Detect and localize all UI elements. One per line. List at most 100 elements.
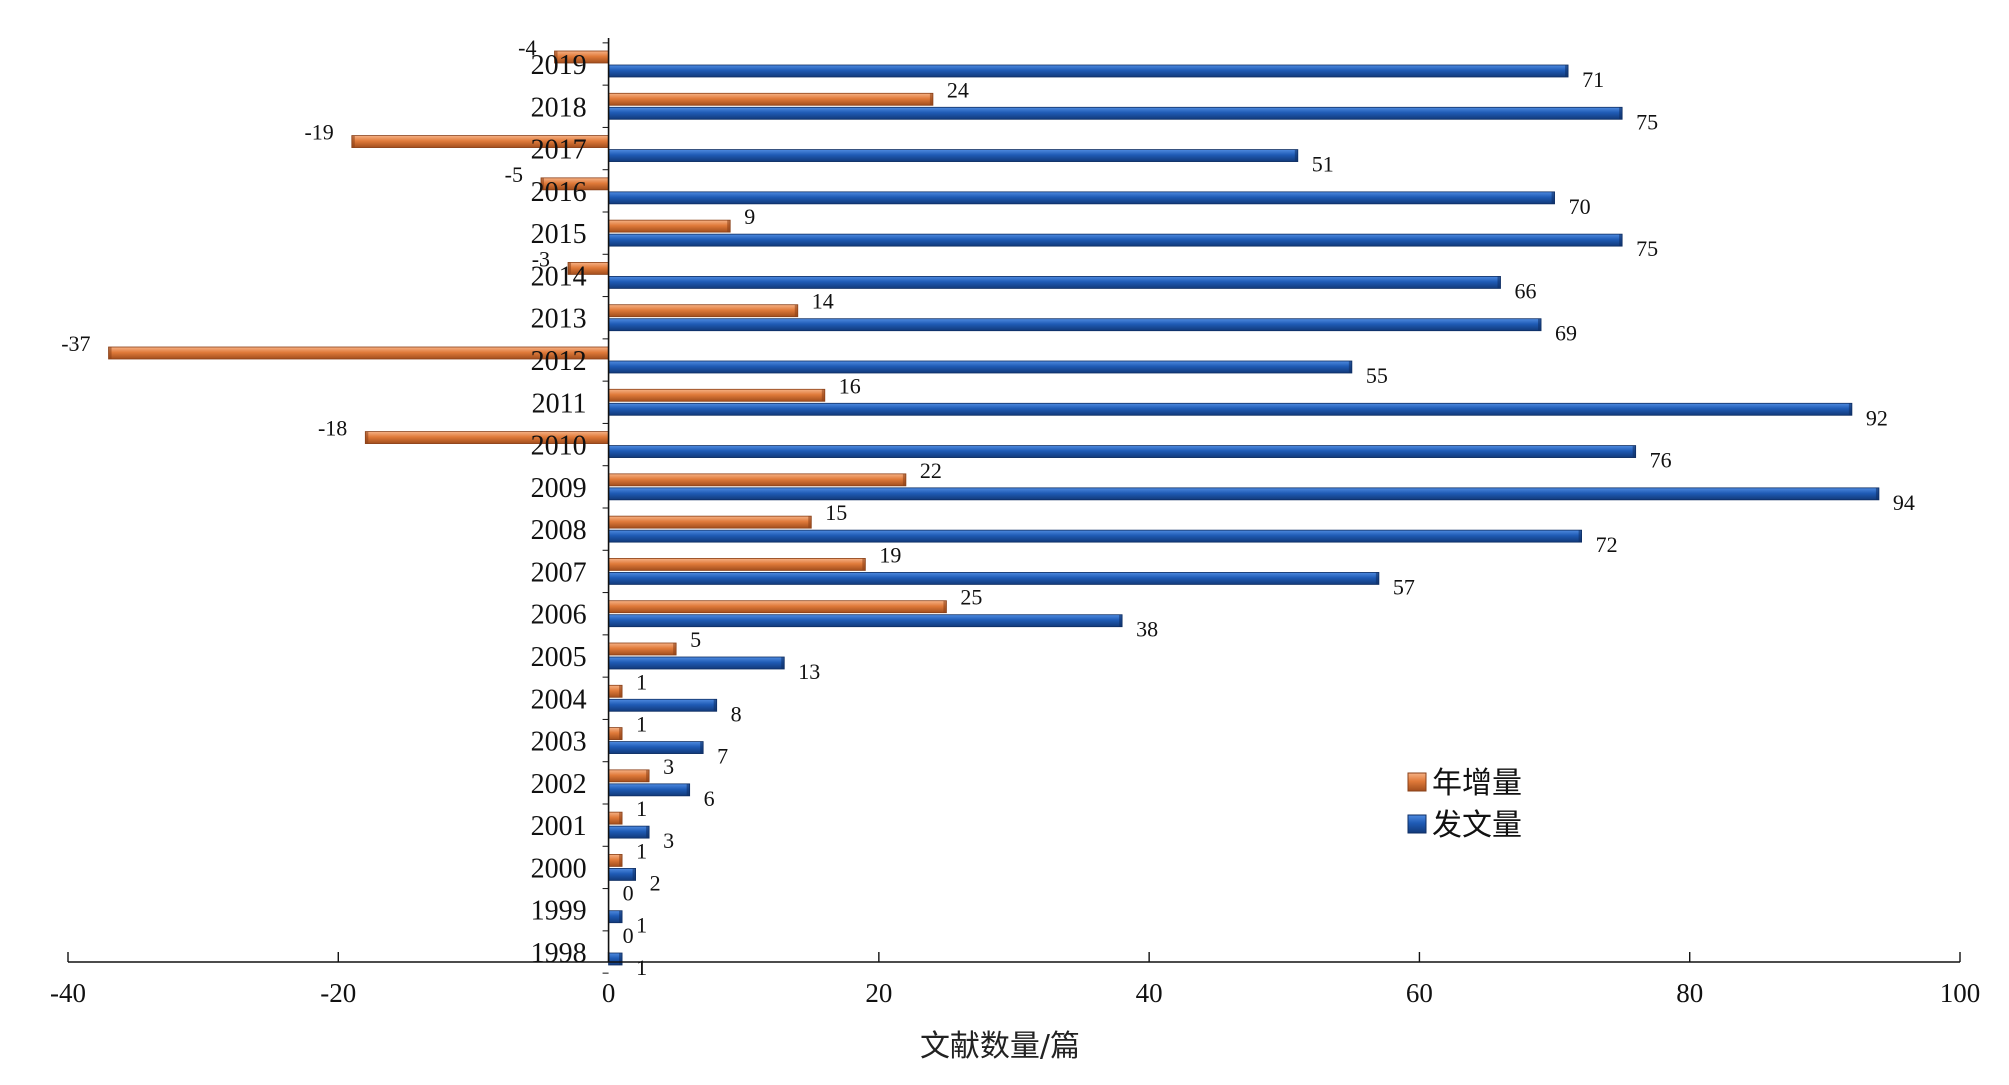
bar-cap-increase-2014	[568, 262, 572, 275]
data-label-count-2018: 75	[1636, 109, 1658, 134]
labels-layer: 2019-471201824752017-19512016-5702015975…	[61, 35, 1915, 980]
bar-count-2012	[608, 360, 1353, 374]
data-label-count-2009: 94	[1893, 490, 1915, 515]
x-tick-label-0: 0	[602, 978, 616, 1008]
y-tick-label-2001: 2001	[531, 811, 587, 842]
bar-cap-count-2010	[1632, 445, 1636, 458]
bar-cap-count-2015	[1619, 234, 1623, 247]
y-tick-label-2019: 2019	[531, 50, 587, 81]
bar-cap-increase-2002	[646, 769, 650, 782]
data-label-increase-2007: 19	[879, 542, 901, 567]
bar-count-2013	[608, 318, 1542, 332]
bar-cap-increase-2008	[808, 516, 812, 529]
bar-increase-2005	[608, 642, 677, 656]
y-tick-label-2006: 2006	[531, 600, 587, 631]
bar-count-2011	[608, 402, 1853, 416]
bar-count-2009	[608, 487, 1880, 501]
bar-count-2014	[608, 276, 1501, 289]
bar-cap-count-2014	[1497, 276, 1501, 289]
y-tick-label-2016: 2016	[531, 177, 587, 208]
bar-cap-count-2016	[1551, 191, 1555, 204]
bar-increase-2013	[608, 304, 799, 318]
y-tick-label-2005: 2005	[531, 642, 587, 673]
bar-cap-count-2002	[686, 783, 690, 796]
data-label-count-2017: 51	[1312, 152, 1334, 177]
bar-cap-count-2011	[1848, 403, 1852, 416]
y-tick-label-2000: 2000	[531, 853, 587, 884]
data-label-count-2005: 13	[798, 659, 820, 684]
bar-cap-count-2008	[1578, 530, 1582, 543]
data-label-count-2016: 70	[1569, 194, 1591, 219]
bar-cap-increase-2001	[619, 812, 623, 825]
bar-increase-2008	[608, 515, 812, 529]
bar-count-2015	[608, 233, 1623, 247]
data-label-increase-2019: -4	[518, 35, 536, 60]
axis-layer: -40 -20 0 20 40 60 80 100	[50, 38, 1980, 1008]
data-label-increase-2017: -19	[304, 120, 333, 145]
y-tick-label-2015: 2015	[531, 219, 587, 250]
bar-cap-count-2006	[1119, 614, 1123, 627]
y-tick-label-2010: 2010	[531, 431, 587, 462]
data-label-count-1998: 1	[636, 955, 647, 980]
data-label-count-2006: 38	[1136, 617, 1158, 642]
y-tick-label-2013: 2013	[531, 304, 587, 335]
y-tick-label-2003: 2003	[531, 727, 587, 758]
data-label-count-2019: 71	[1582, 67, 1604, 92]
y-tick-label-2011: 2011	[532, 388, 587, 419]
bar-count-2006	[608, 614, 1123, 628]
data-label-count-2014: 66	[1515, 278, 1537, 303]
legend-swatch-increase	[1407, 772, 1427, 792]
data-label-increase-2006: 25	[960, 585, 982, 610]
data-label-increase-2002: 3	[663, 754, 674, 779]
bar-count-2000	[608, 868, 636, 881]
y-tick-label-1999: 1999	[531, 896, 587, 927]
bar-cap-count-2009	[1875, 487, 1879, 500]
data-label-count-2010: 76	[1650, 448, 1672, 473]
data-label-count-1999: 1	[636, 913, 647, 938]
y-tick-label-2009: 2009	[531, 473, 587, 504]
bar-cap-increase-2011	[821, 389, 825, 402]
x-tick-label-60: 60	[1406, 978, 1433, 1008]
bar-cap-count-2001	[646, 826, 650, 839]
bar-count-2010	[608, 445, 1637, 458]
data-label-count-2004: 8	[731, 701, 742, 726]
bar-cap-increase-2019	[554, 51, 558, 63]
bar-increase-2015	[608, 219, 731, 233]
x-axis-title: 文献数量/篇	[920, 1029, 1080, 1064]
y-tick-label-2004: 2004	[531, 684, 587, 715]
bar-increase-2006	[608, 600, 947, 614]
bar-count-2018	[608, 106, 1623, 120]
data-label-count-2001: 3	[663, 828, 674, 853]
bars-layer	[108, 50, 1880, 966]
bar-count-2019	[608, 64, 1569, 78]
bar-cap-increase-2013	[794, 304, 798, 317]
data-label-increase-2008: 15	[825, 500, 847, 525]
data-label-count-2008: 72	[1596, 532, 1618, 557]
legend-label-count: 发文量	[1432, 808, 1522, 843]
bar-count-2005	[608, 656, 785, 670]
x-tick-label--20: -20	[320, 978, 356, 1008]
bar-cap-count-2005	[781, 657, 785, 669]
bar-increase-2002	[608, 769, 650, 783]
y-tick-label-2008: 2008	[531, 515, 587, 546]
data-label-increase-2016: -5	[505, 162, 523, 187]
data-label-increase-2005: 5	[690, 627, 701, 652]
bar-increase-2011	[608, 388, 826, 402]
data-label-increase-2004: 1	[636, 669, 647, 694]
y-tick-label-2018: 2018	[531, 92, 587, 123]
bar-cap-count-1998	[619, 953, 623, 965]
x-tick-label--40: -40	[50, 978, 86, 1008]
bar-cap-increase-2018	[929, 93, 933, 106]
bar-cap-count-1999	[619, 910, 623, 923]
x-tick-label-40: 40	[1136, 978, 1163, 1008]
bar-cap-increase-2006	[943, 600, 947, 613]
bar-cap-count-2018	[1619, 107, 1623, 120]
x-tick-label-100: 100	[1940, 978, 1981, 1008]
bar-count-2017	[608, 149, 1299, 162]
y-tick-label-2007: 2007	[531, 557, 587, 588]
bar-count-2002	[608, 783, 691, 797]
data-label-increase-2003: 1	[636, 712, 647, 737]
bar-cap-increase-2016	[541, 177, 544, 190]
data-label-increase-2018: 24	[947, 77, 969, 102]
